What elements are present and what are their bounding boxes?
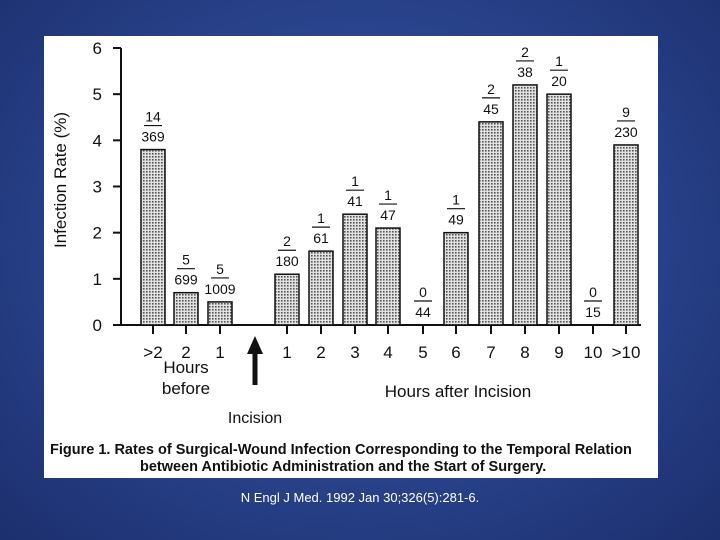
after-bar — [478, 121, 504, 326]
x-tick-label: 5 — [418, 343, 427, 362]
incision-label: Incision — [228, 410, 282, 427]
y-tick-label: 0 — [93, 316, 102, 335]
x-axis-label-before-line1: Hours — [163, 358, 208, 377]
after-bar — [308, 250, 334, 326]
after-numerator-label: 2 — [283, 233, 291, 249]
figure-caption-line-1: Figure 1. Rates of Surgical-Wound Infect… — [50, 442, 632, 458]
x-tick-label: 6 — [451, 343, 460, 362]
after-numerator-label: 2 — [487, 81, 495, 97]
x-tick-label: >10 — [612, 343, 641, 362]
before-denominator-label: 1009 — [204, 281, 235, 297]
x-tick-label: >2 — [143, 343, 162, 362]
before-denominator-label: 369 — [141, 129, 165, 145]
before-bar — [207, 301, 233, 326]
before-numerator-label: 14 — [145, 109, 161, 125]
after-numerator-label: 1 — [452, 192, 460, 208]
y-tick-label: 5 — [93, 85, 102, 104]
before-bar — [173, 291, 199, 326]
after-numerator-label: 9 — [622, 104, 630, 120]
y-tick-label: 3 — [93, 178, 102, 197]
x-tick-label: 1 — [215, 343, 224, 362]
x-tick-label: 8 — [520, 343, 529, 362]
after-numerator-label: 1 — [384, 187, 392, 203]
after-denominator-label: 230 — [614, 124, 638, 140]
x-axis-label-before-line2: before — [162, 379, 210, 398]
after-denominator-label: 47 — [380, 207, 396, 223]
after-denominator-label: 41 — [347, 193, 363, 209]
after-denominator-label: 61 — [313, 230, 329, 246]
after-denominator-label: 38 — [517, 64, 533, 80]
x-axis-label-after: Hours after Incision — [385, 382, 531, 401]
before-numerator-label: 5 — [216, 261, 224, 277]
after-denominator-label: 45 — [483, 101, 499, 117]
before-bar — [140, 148, 166, 326]
x-tick-label: 3 — [350, 343, 359, 362]
after-bar — [512, 84, 538, 326]
after-numerator-label: 2 — [521, 44, 529, 60]
after-numerator-label: 0 — [589, 284, 597, 300]
x-tick-label: 2 — [316, 343, 325, 362]
x-tick-label: 10 — [584, 343, 603, 362]
y-tick-label: 2 — [93, 224, 102, 243]
y-axis-label: Infection Rate (%) — [51, 112, 70, 248]
incision-arrow-icon — [247, 336, 263, 385]
after-bar — [375, 227, 401, 326]
after-numerator-label: 1 — [555, 53, 563, 69]
before-numerator-label: 5 — [182, 252, 190, 268]
y-tick-label: 6 — [93, 39, 102, 58]
after-denominator-label: 49 — [448, 212, 464, 228]
x-tick-label: 7 — [486, 343, 495, 362]
after-numerator-label: 1 — [351, 173, 359, 189]
y-tick-label: 4 — [93, 131, 102, 150]
y-tick-label: 1 — [93, 270, 102, 289]
x-tick-label: 9 — [554, 343, 563, 362]
citation-text: N Engl J Med. 1992 Jan 30;326(5):281-6. — [240, 490, 480, 505]
after-bar — [443, 231, 469, 326]
after-denominator-label: 15 — [585, 304, 601, 320]
x-tick-label: 4 — [383, 343, 392, 362]
after-bar — [342, 213, 368, 326]
before-denominator-label: 699 — [174, 272, 198, 288]
after-bar — [274, 273, 300, 326]
x-tick-label: 2 — [181, 343, 190, 362]
figure-caption-line-2: between Antibiotic Administration and th… — [140, 459, 547, 475]
after-bar — [546, 93, 572, 326]
after-numerator-label: 0 — [419, 284, 427, 300]
after-bar — [613, 144, 639, 326]
after-numerator-label: 1 — [317, 210, 325, 226]
after-denominator-label: 44 — [415, 304, 431, 320]
after-denominator-label: 20 — [551, 73, 567, 89]
x-tick-label: 1 — [282, 343, 291, 362]
after-denominator-label: 180 — [275, 253, 299, 269]
